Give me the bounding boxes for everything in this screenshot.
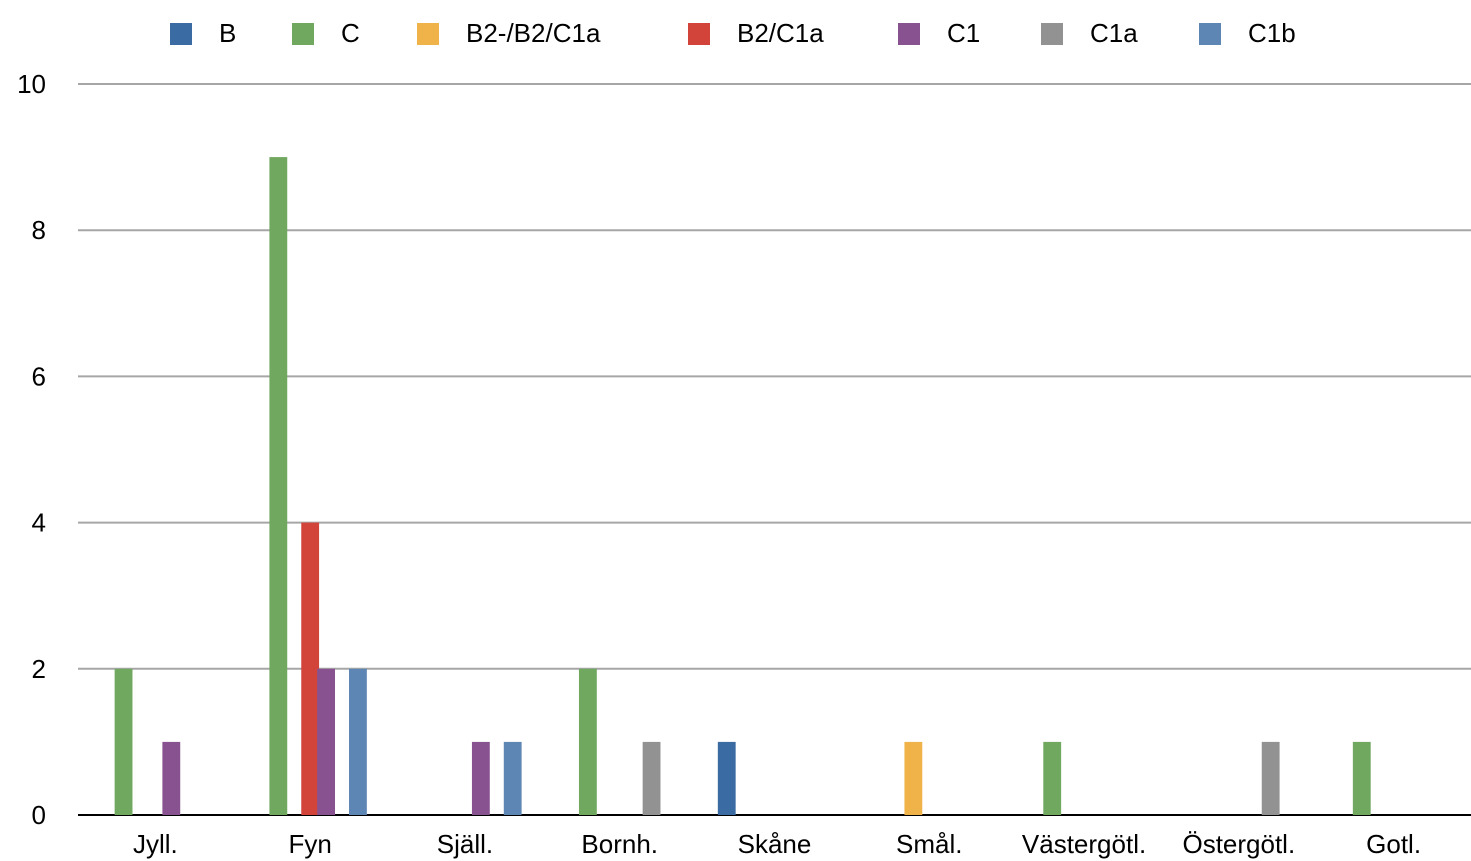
x-tick-label: Skåne bbox=[738, 829, 812, 859]
legend-label: C1b bbox=[1248, 18, 1296, 48]
x-tick-label: Smål. bbox=[896, 829, 962, 859]
bar-sml-b2b2c1a bbox=[904, 741, 923, 815]
y-tick-label: 10 bbox=[17, 69, 46, 99]
y-tick-label: 4 bbox=[32, 508, 46, 538]
legend-swatch bbox=[898, 23, 920, 45]
x-tick-label: Gotl. bbox=[1366, 829, 1421, 859]
legend-swatch bbox=[292, 23, 314, 45]
bar-bornh-c1a bbox=[642, 741, 661, 815]
legend-item: C bbox=[292, 18, 360, 48]
bar-jyll-c1 bbox=[162, 741, 181, 815]
bar-sjll-c1 bbox=[471, 741, 490, 815]
bars bbox=[114, 157, 1371, 816]
y-tick-label: 6 bbox=[32, 361, 46, 391]
bar-jyll-c bbox=[114, 668, 133, 815]
y-axis-ticks: 0 2 4 6 8 10 bbox=[17, 69, 46, 830]
y-tick-label: 0 bbox=[32, 800, 46, 830]
legend-label: C1 bbox=[947, 18, 980, 48]
legend-swatch bbox=[1041, 23, 1063, 45]
x-tick-label: Jyll. bbox=[133, 829, 178, 859]
legend-item: C1b bbox=[1199, 18, 1296, 48]
bar-gotl-c bbox=[1352, 741, 1371, 815]
bar-vstergtl-c bbox=[1043, 741, 1062, 815]
x-tick-label: Västergötl. bbox=[1022, 829, 1146, 859]
bar-fyn-c1b bbox=[349, 668, 367, 815]
x-tick-label: Östergötl. bbox=[1182, 829, 1295, 859]
x-tick-label: Bornh. bbox=[581, 829, 658, 859]
legend-swatch bbox=[417, 23, 439, 45]
legend-item: B2/C1a bbox=[688, 18, 824, 48]
bar-skne-b bbox=[717, 741, 736, 815]
bar-fyn-b2c1a bbox=[301, 522, 320, 815]
legend-swatch bbox=[170, 23, 192, 45]
legend-label: B2-/B2/C1a bbox=[466, 18, 601, 48]
legend-item: B bbox=[170, 18, 236, 48]
x-tick-label: Själl. bbox=[437, 829, 493, 859]
legend-label: B2/C1a bbox=[737, 18, 824, 48]
legend-item: B2-/B2/C1a bbox=[417, 18, 601, 48]
bar-fyn-c bbox=[269, 157, 288, 816]
y-tick-label: 2 bbox=[32, 654, 46, 684]
x-tick-label: Fyn bbox=[288, 829, 331, 859]
legend-label: C bbox=[341, 18, 360, 48]
bar-bornh-c bbox=[578, 668, 597, 815]
legend-item: C1a bbox=[1041, 18, 1138, 48]
legend-item: C1 bbox=[898, 18, 980, 48]
bar-stergtl-c1a bbox=[1261, 741, 1280, 815]
legend: B C B2-/B2/C1a B2/C1a C1 C1a C1b bbox=[170, 18, 1296, 48]
x-axis-ticks: Jyll. Fyn Själl. Bornh. Skåne Smål. Västergötl… bbox=[133, 829, 1421, 859]
bar-sjll-c1b bbox=[503, 741, 522, 815]
legend-label: B bbox=[219, 18, 236, 48]
y-tick-label: 8 bbox=[32, 215, 46, 245]
legend-swatch bbox=[688, 23, 710, 45]
legend-swatch bbox=[1199, 23, 1221, 45]
bar-fyn-c1 bbox=[317, 668, 336, 815]
legend-label: C1a bbox=[1090, 18, 1138, 48]
